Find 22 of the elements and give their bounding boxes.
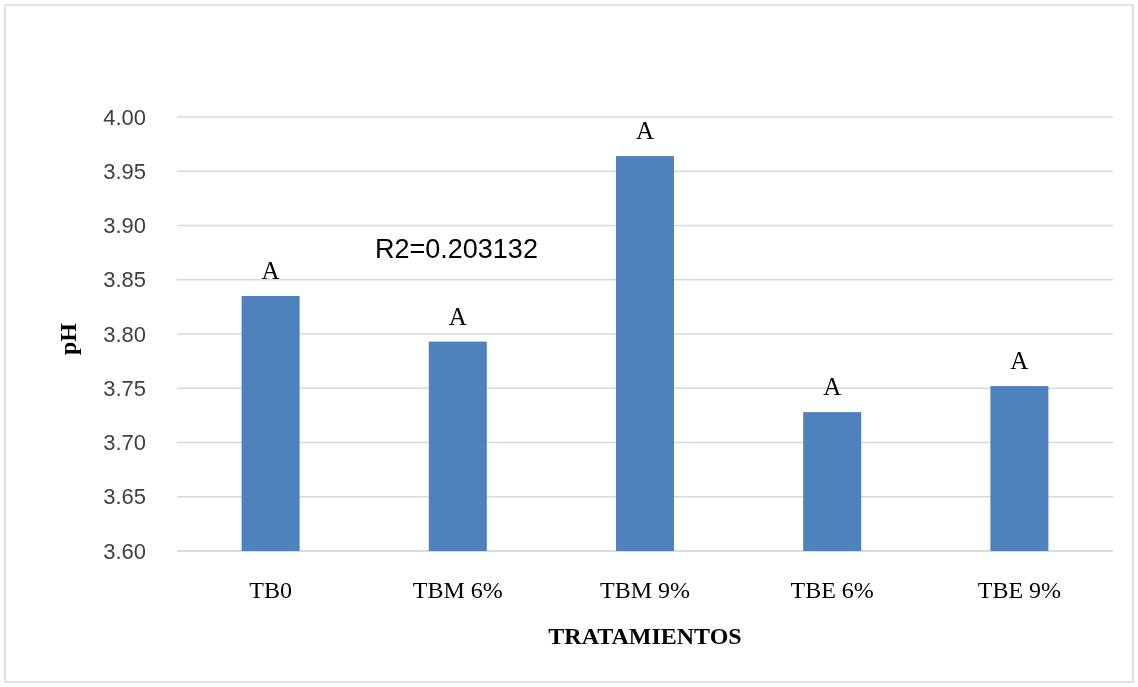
- data-label: A: [823, 373, 842, 401]
- x-tick-label: TBE 6%: [790, 577, 874, 603]
- data-label: A: [448, 302, 467, 330]
- data-label: A: [1010, 347, 1029, 375]
- y-tick-label: 3.60: [103, 538, 146, 564]
- x-tick-label: TBE 9%: [977, 577, 1062, 603]
- y-tick-label: 3.75: [103, 375, 146, 401]
- y-tick-label: 4.00: [103, 104, 146, 130]
- x-axis-title: TRATAMIENTOS: [548, 623, 742, 649]
- y-tick-label: 3.95: [103, 158, 146, 184]
- y-tick-label: 3.85: [103, 267, 146, 293]
- y-axis-title: pH: [55, 322, 81, 356]
- x-tick-label: TBM 9%: [600, 577, 691, 603]
- y-tick-label: 3.70: [103, 430, 146, 456]
- y-tick-label: 3.65: [103, 484, 146, 510]
- x-tick-label: TB0: [249, 577, 292, 603]
- data-label: A: [261, 257, 280, 285]
- y-tick-label: 3.90: [103, 213, 146, 239]
- y-tick-label: 3.80: [103, 321, 146, 347]
- data-label: A: [635, 117, 655, 145]
- annotation: R2=0.203132: [375, 234, 538, 264]
- x-tick-label: TBM 6%: [412, 577, 503, 603]
